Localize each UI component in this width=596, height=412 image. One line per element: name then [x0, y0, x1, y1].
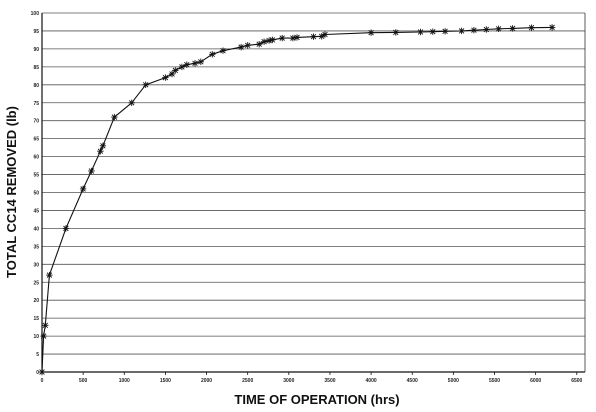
- data-point-marker: [97, 147, 104, 155]
- data-point-marker: [244, 42, 251, 49]
- y-axis-title: TOTAL CC14 REMOVED (lb): [4, 106, 19, 278]
- y-tick-label: 75: [33, 101, 39, 107]
- data-point-marker: [197, 58, 205, 65]
- y-tick-label: 0: [36, 370, 39, 376]
- y-tick-label: 20: [33, 298, 39, 304]
- data-point-marker: [142, 81, 149, 89]
- y-tick-label: 35: [33, 244, 39, 250]
- y-tick-label: 25: [33, 280, 39, 286]
- data-point-marker: [417, 28, 424, 36]
- x-tick-label: 6500: [571, 378, 582, 384]
- y-tick-label: 100: [31, 11, 40, 17]
- y-tick-label: 70: [33, 119, 39, 125]
- x-tick-label: 2000: [201, 378, 212, 384]
- grid: [42, 12, 585, 373]
- y-tick-label: 45: [33, 208, 39, 214]
- data-point-marker: [548, 24, 556, 31]
- y-tick-label: 5: [36, 352, 39, 358]
- data-point-marker: [40, 332, 47, 340]
- y-tick-label: 65: [33, 137, 39, 143]
- data-point-marker: [367, 29, 375, 36]
- data-point-marker: [46, 271, 53, 279]
- data-point-marker: [178, 63, 186, 71]
- y-tick-label: 15: [33, 316, 39, 322]
- data-point-marker: [42, 322, 49, 329]
- y-tick-label: 85: [33, 65, 39, 71]
- data-point-marker: [209, 51, 216, 58]
- x-tick-label: 0: [41, 378, 44, 384]
- x-axis-title: TIME OF OPERATION (hrs): [234, 392, 399, 407]
- data-point-marker: [458, 27, 465, 35]
- data-point-marker: [168, 70, 176, 78]
- y-tick-label: 80: [33, 83, 39, 89]
- data-point-marker: [62, 225, 70, 232]
- y-tick-label: 60: [33, 155, 39, 161]
- x-tick-label: 4500: [407, 378, 418, 384]
- x-tick-label: 6000: [530, 378, 541, 384]
- x-tick-label: 2500: [242, 378, 253, 384]
- data-point-marker: [321, 31, 329, 38]
- data-point-marker: [128, 99, 135, 107]
- y-tick-label: 55: [33, 173, 39, 179]
- data-point-marker: [441, 28, 449, 35]
- y-tick-label: 30: [33, 262, 39, 268]
- data-point-marker: [111, 113, 118, 121]
- x-tick-label: 4000: [366, 378, 377, 384]
- y-tick-label: 95: [33, 29, 39, 35]
- data-point-marker: [162, 74, 169, 81]
- data-point-marker: [310, 33, 317, 40]
- series-line: [41, 26, 553, 373]
- x-tick-label: 1500: [160, 378, 171, 384]
- x-tick-label: 1000: [119, 378, 130, 384]
- data-point-marker: [88, 167, 95, 175]
- x-axis: 0 500 1000 1500 2000 2500 3000 3500 4000 4500 5000…: [41, 371, 585, 384]
- x-tick-label: 3000: [283, 378, 294, 384]
- data-point-marker: [256, 41, 263, 48]
- data-point-marker: [483, 26, 490, 33]
- data-point-marker: [172, 67, 179, 74]
- data-point-marker: [260, 38, 268, 45]
- data-point-marker: [392, 29, 399, 36]
- data-point-marker: [429, 28, 436, 35]
- data-point-marker: [191, 60, 199, 67]
- y-tick-label: 40: [33, 226, 39, 232]
- data-point-marker: [293, 34, 301, 41]
- data-point-marker: [279, 34, 286, 42]
- data-point-marker: [495, 25, 502, 32]
- data-point-marker: [99, 142, 107, 150]
- y-tick-label: 90: [33, 47, 39, 53]
- x-tick-label: 500: [79, 378, 88, 384]
- data-point-marker: [79, 185, 87, 193]
- y-axis: 0 5 10 15 20 25 30 35 40 45 50 55 60 65 70 75 80 85 90 95 10…: [31, 11, 586, 376]
- data-point-marker: [219, 47, 227, 54]
- data-point-marker: [470, 27, 478, 34]
- data-point-marker: [38, 368, 46, 376]
- data-point-marker: [528, 24, 535, 31]
- y-tick-label: 50: [33, 191, 39, 197]
- data-point-marker: [183, 61, 191, 68]
- data-point-marker: [269, 36, 276, 44]
- data-point-marker: [509, 25, 516, 32]
- series-line-group: [41, 26, 553, 373]
- series-markers-group: [38, 24, 556, 376]
- data-point-marker: [237, 43, 245, 51]
- x-tick-label: 3500: [324, 378, 335, 384]
- x-tick-label: 5000: [448, 378, 459, 384]
- y-tick-label: 10: [33, 334, 39, 340]
- data-point-marker: [289, 34, 297, 42]
- x-tick-label: 5500: [489, 378, 500, 384]
